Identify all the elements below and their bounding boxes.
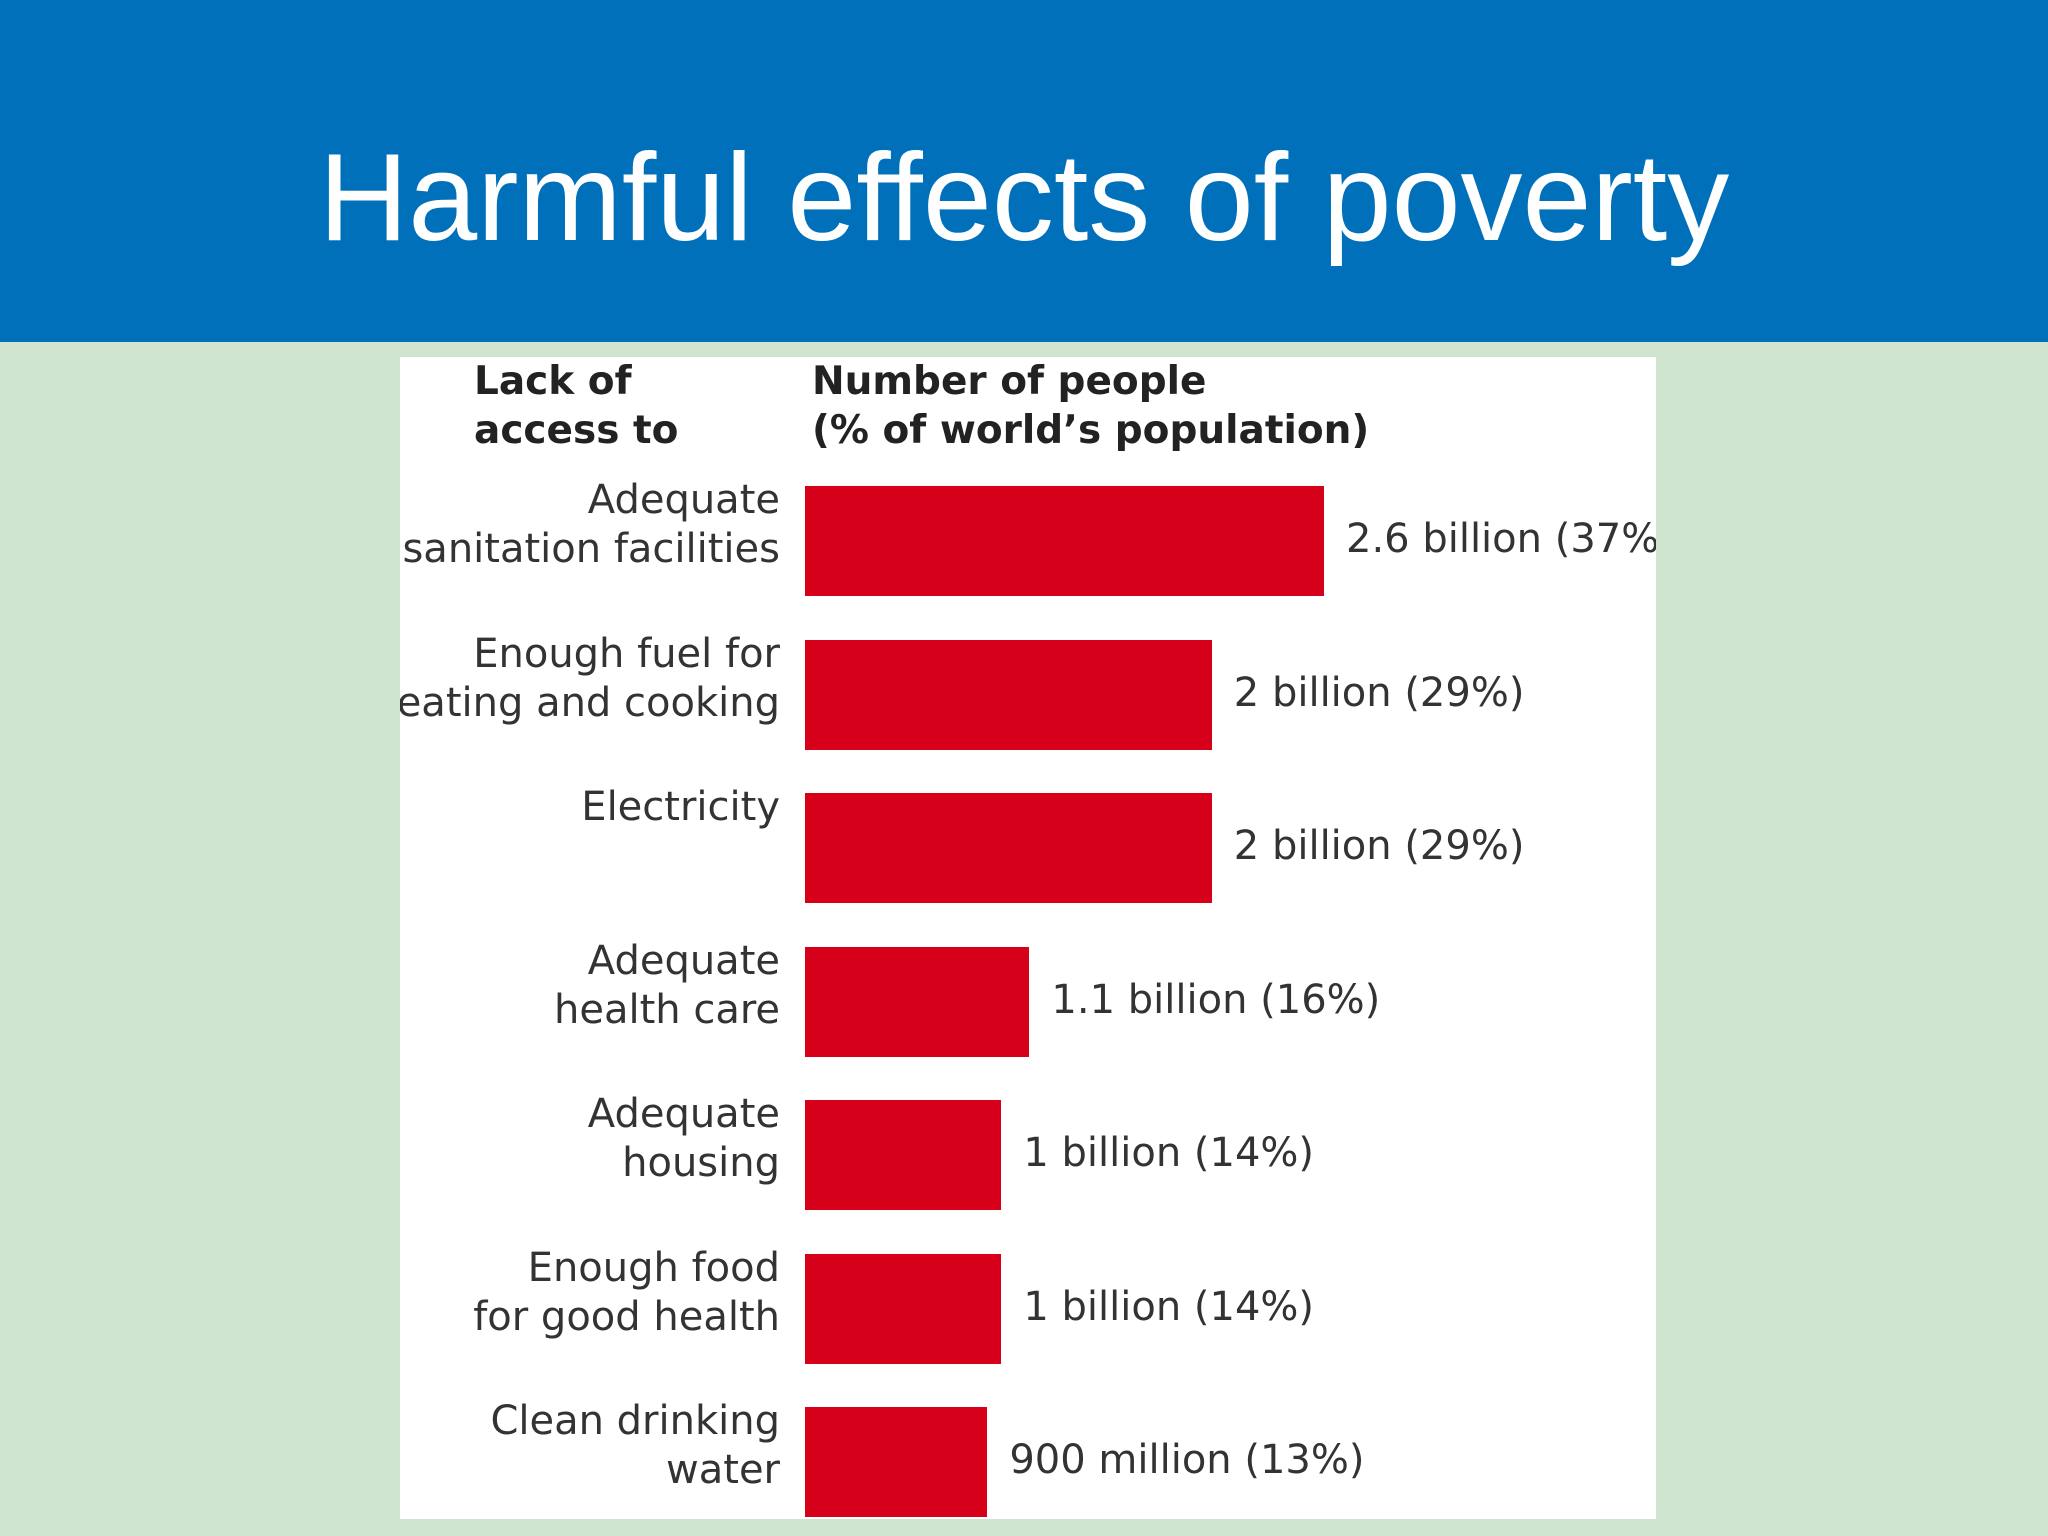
category-label: Adequate housing (400, 1090, 780, 1188)
bar (805, 1100, 1002, 1210)
category-header-line-2: access to (474, 408, 679, 453)
category-label: Enough fuel for heating and cooking (400, 630, 780, 728)
category-label-line: health care (553, 986, 780, 1033)
category-label-line: Adequate (587, 1091, 780, 1137)
value-label: 1.1 billion (16%) (1051, 976, 1381, 1023)
value-label: 2 billion (29%) (1233, 669, 1525, 716)
bar (805, 486, 1324, 596)
category-label-line: Electricity (581, 784, 780, 830)
category-label: Enough food for good health (400, 1244, 780, 1342)
value-header: Number of people (% of world’s populatio… (812, 357, 1369, 455)
category-label: Adequate sanitation facilities (400, 476, 780, 574)
category-label-line: Enough fuel for (473, 630, 780, 677)
bar (805, 946, 1030, 1057)
category-label: Clean drinking water (400, 1397, 780, 1495)
category-header-line-1: Lack of (474, 359, 632, 404)
category-label-line: Enough food (527, 1244, 780, 1291)
category-label: Electricity (400, 783, 780, 832)
value-label: 1 billion (14%) (1023, 1130, 1315, 1176)
bar (805, 639, 1212, 750)
category-label-line: housing (622, 1140, 780, 1186)
category-label-line: sanitation facilities (402, 526, 780, 572)
bar (805, 793, 1212, 903)
value-label: 2 billion (29%) (1233, 823, 1525, 869)
category-header: Lack of access to (474, 357, 678, 455)
value-label: 2.6 billion (37%) (1346, 516, 1656, 562)
bar (805, 1407, 988, 1517)
slide-title: Harmful effects of poverty (318, 129, 1730, 267)
category-label-line: water (666, 1447, 780, 1493)
value-label: 1 billion (14%) (1023, 1283, 1315, 1330)
category-label-line: for good health (473, 1293, 780, 1340)
category-label-line: heating and cooking (400, 679, 780, 726)
value-label: 900 million (13%) (1009, 1437, 1365, 1483)
bar (805, 1253, 1002, 1364)
category-label: Adequate health care (400, 937, 780, 1035)
chart-panel: Lack of access to Number of people (% of… (400, 357, 1656, 1519)
value-header-line-2: (% of world’s population) (812, 408, 1370, 453)
category-label-line: Adequate (587, 937, 780, 984)
category-label-line: Adequate (587, 477, 780, 523)
category-label-line: Clean drinking (490, 1398, 780, 1444)
value-header-line-1: Number of people (812, 359, 1207, 404)
title-band (0, 0, 2048, 342)
